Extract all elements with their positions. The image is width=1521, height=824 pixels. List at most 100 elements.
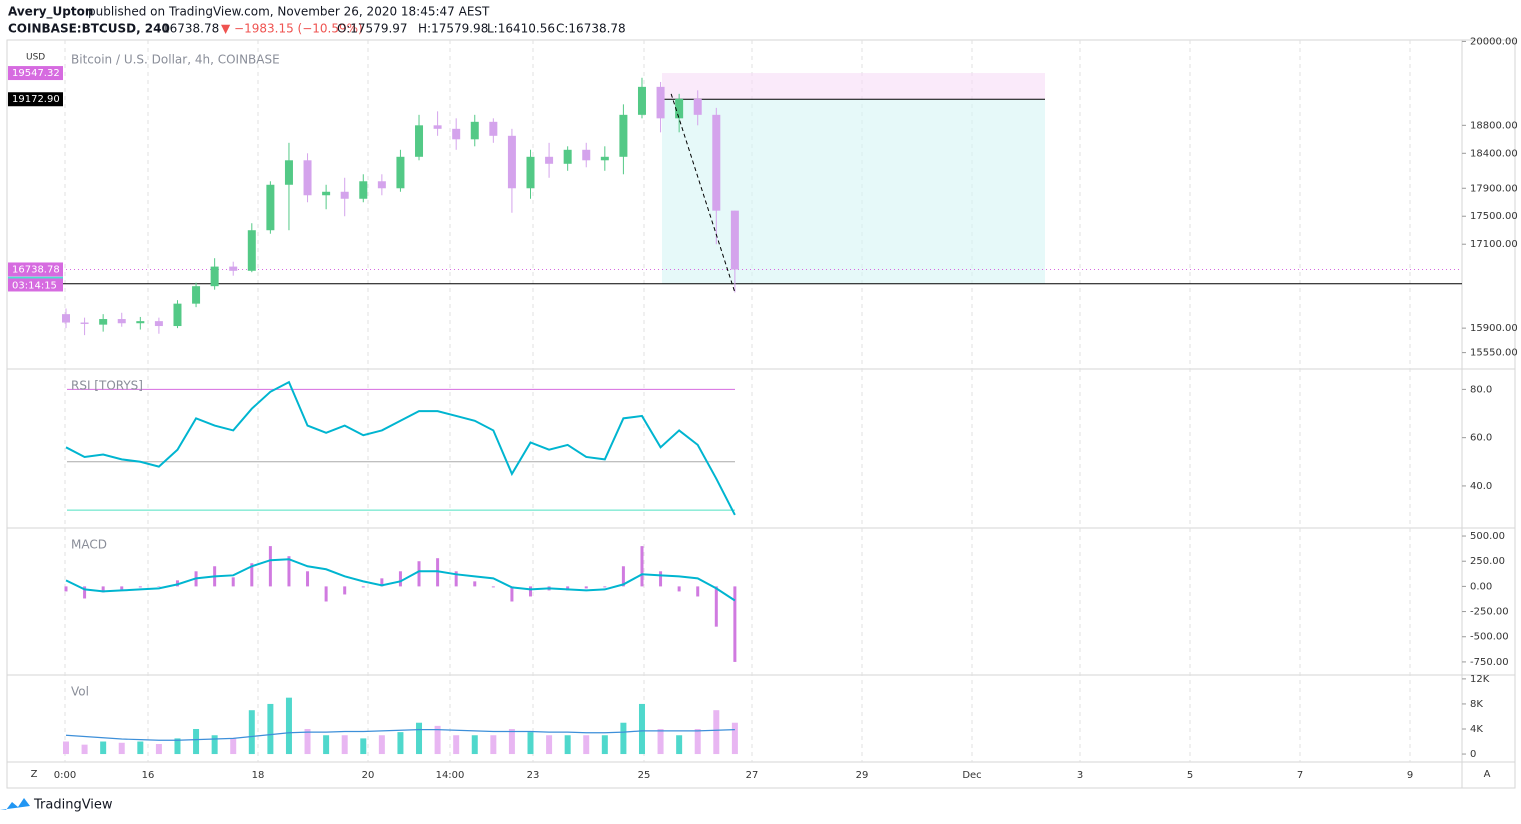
y-tick-label: 18800.00 — [1470, 120, 1518, 131]
x-tick-label: 5 — [1187, 770, 1193, 781]
logo — [0, 798, 30, 810]
macd-hist — [454, 571, 458, 587]
y-tick-label: 15900.00 — [1470, 323, 1518, 334]
y-tick-label: 18400.00 — [1470, 148, 1518, 159]
y-tick-label: 40.0 — [1470, 481, 1492, 492]
candle-body — [582, 149, 591, 161]
macd-hist — [491, 586, 495, 588]
last-price: 16738.78 — [162, 22, 219, 36]
volume-bar — [731, 722, 738, 755]
macd-hist — [398, 571, 402, 587]
volume-bar — [490, 735, 497, 755]
macd-hist — [529, 586, 532, 597]
y-tick-label: 0.00 — [1470, 581, 1492, 592]
volume-bar — [601, 735, 608, 755]
candle-body — [452, 128, 461, 140]
candle-body — [192, 286, 201, 304]
volume-bar — [174, 738, 181, 755]
y-tick-label: 17100.00 — [1470, 239, 1518, 250]
macd-hist — [584, 586, 588, 589]
macd-hist — [380, 578, 384, 587]
volume-bar — [193, 728, 200, 755]
author: Avery_Upton — [8, 5, 93, 20]
countdown-bg — [8, 278, 63, 292]
y-tick-label: 12K — [1470, 674, 1490, 685]
a-button[interactable]: A — [1484, 769, 1491, 780]
published: published on TradingView.com, November 2… — [88, 5, 490, 19]
candle-body — [322, 191, 331, 196]
volume-bar — [267, 703, 274, 755]
candle-body — [712, 114, 721, 211]
macd-hist — [268, 546, 272, 587]
x-tick-label: 7 — [1297, 770, 1303, 781]
z-button[interactable]: Z — [31, 769, 38, 780]
volume-ma — [65, 729, 735, 741]
price-marker-label: 19547.32 — [12, 68, 60, 79]
unit-label: USD — [26, 53, 45, 63]
macd-hist — [659, 571, 663, 587]
macd-hist — [361, 586, 365, 588]
y-tick-label: 17500.00 — [1470, 211, 1518, 222]
stop-zone — [662, 73, 1045, 100]
price-marker-label: 16738.78 — [12, 264, 60, 275]
macd-hist — [120, 586, 124, 590]
high: H:17579.98 — [418, 22, 488, 36]
candle-body — [210, 266, 219, 287]
macd-hist — [250, 563, 254, 587]
macd-hist — [306, 571, 310, 587]
candle-body — [173, 303, 182, 327]
macd-hist — [231, 577, 235, 587]
volume-bar — [397, 732, 404, 755]
candle-body — [136, 321, 145, 324]
y-tick-label: -750.00 — [1470, 657, 1509, 668]
volume-bar — [508, 728, 515, 755]
candle-body — [693, 98, 702, 115]
candle-body — [284, 160, 293, 185]
volume-bar — [434, 725, 441, 755]
change: ▼ −1983.15 (−10.59%) — [221, 22, 363, 36]
macd-hist — [64, 586, 68, 592]
y-tick-label: 0 — [1470, 749, 1476, 760]
macd-hist — [138, 586, 142, 588]
candle-body — [117, 319, 126, 324]
macd-hist — [714, 586, 718, 627]
x-tick-label: 25 — [638, 770, 651, 781]
y-tick-label: 17900.00 — [1470, 183, 1518, 194]
volume-bar — [676, 735, 683, 755]
candle-body — [266, 184, 275, 231]
volume-bar — [564, 735, 571, 755]
macd-hist — [343, 586, 347, 595]
x-tick-label: 29 — [856, 770, 869, 781]
candle-body — [656, 86, 665, 119]
candle-body — [545, 156, 554, 164]
y-tick-label: 8K — [1470, 699, 1483, 710]
candle-body — [80, 322, 89, 324]
candle-body — [359, 181, 368, 199]
volume-bar — [378, 735, 385, 755]
x-tick-label: 27 — [746, 770, 759, 781]
candle-body — [396, 156, 405, 189]
y-tick-label: 15550.00 — [1470, 348, 1518, 359]
price-marker — [8, 66, 63, 81]
candle-body — [99, 319, 108, 325]
candle-body — [619, 114, 628, 157]
candle-body — [247, 230, 256, 271]
chart-title: Bitcoin / U.S. Dollar, 4h, COINBASE — [71, 53, 280, 67]
pane-title: RSI [TORYS] — [71, 379, 143, 393]
x-tick-label: 20 — [362, 770, 375, 781]
macd-hist — [733, 586, 737, 662]
y-tick-label: 4K — [1470, 724, 1483, 735]
price-marker — [8, 92, 63, 107]
candle-body — [507, 135, 516, 189]
volume-bar — [248, 710, 255, 755]
volume-bar — [230, 738, 237, 755]
symbol: COINBASE:BTCUSD, 240 — [8, 22, 170, 36]
close: C:16738.78 — [556, 22, 626, 36]
candle-body — [470, 121, 479, 140]
y-tick-label: 250.00 — [1470, 556, 1505, 567]
volume-bar — [323, 735, 330, 755]
x-tick-label: 16 — [142, 770, 155, 781]
x-tick-label: 23 — [527, 770, 540, 781]
open: O:17579.97 — [337, 22, 408, 36]
